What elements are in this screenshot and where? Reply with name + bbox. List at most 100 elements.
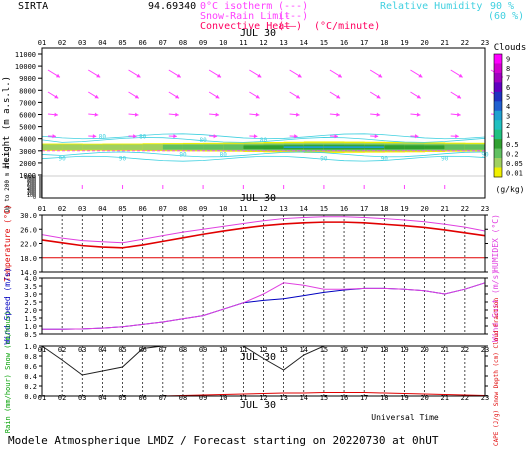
- p3-yticks: 4.03.53.02.52.01.51.00.5: [24, 275, 488, 339]
- cloud-cell: [324, 146, 345, 148]
- colorbar-swatch: [494, 139, 502, 149]
- colorbar-swatch: [494, 101, 502, 111]
- hour-tick-label: 19: [400, 205, 408, 213]
- hour-tick-label: 05: [118, 39, 126, 47]
- height-tick-label: 10000: [15, 63, 36, 71]
- height-tick-label: 5000: [19, 124, 36, 132]
- hour-tick-label: 13: [279, 205, 287, 213]
- ytick-label: 0.2: [24, 383, 37, 391]
- hour-tick-label: 05: [118, 205, 126, 213]
- hour-tick-label: 15: [320, 39, 328, 47]
- hour-tick-label: 14: [300, 39, 308, 47]
- hour-tick-label: 12: [259, 205, 267, 213]
- hour-tick-label: 11: [239, 39, 247, 47]
- hour-tick-label: 07: [159, 39, 167, 47]
- hour-tick-label: 08: [179, 39, 187, 47]
- hour-tick-label: 23: [481, 39, 489, 47]
- hour-tick-label: 01: [38, 39, 46, 47]
- cloud-cell: [404, 145, 425, 149]
- rh-contour-label: 80: [220, 151, 228, 158]
- hour-tick-label: 18: [380, 39, 388, 47]
- cloud-cell: [163, 145, 184, 150]
- cloud-cell: [183, 145, 204, 150]
- colorbar-swatch: [494, 111, 502, 121]
- cloud-cell: [425, 145, 446, 148]
- p1-plot-area: [42, 48, 485, 198]
- cloud-cell: [203, 145, 224, 150]
- cloud-cell: [102, 144, 123, 150]
- hour-tick-label: 16: [340, 205, 348, 213]
- ytick-label: 2.0: [24, 307, 37, 315]
- legend-convective-unit: (°C/minute): [314, 21, 380, 32]
- legend-rh: Relative Humidity: [380, 1, 482, 12]
- low-height-tick-label: 1000: [24, 175, 36, 181]
- colorbar-label: 5: [506, 94, 510, 102]
- legend-convective-mark: (——): [278, 21, 302, 32]
- cloud-cell: [384, 145, 405, 149]
- rh-contour-label: 90: [320, 156, 328, 163]
- hour-tick-label: 10: [219, 39, 227, 47]
- ytick-label: 2.5: [24, 299, 37, 307]
- hour-tick-label: 18: [380, 205, 388, 213]
- colorbar-label: 0.05: [506, 160, 523, 168]
- ytick-label: 1.0: [24, 323, 37, 331]
- cloud-cell: [284, 146, 305, 148]
- ytick-label: 0.0: [24, 393, 37, 401]
- hour-tick-label: 14: [300, 205, 308, 213]
- ytick-label: 0.5: [24, 331, 37, 339]
- height-tick-label: 2000: [19, 160, 36, 168]
- hour-tick-label: 03: [78, 39, 86, 47]
- height-tick-label: 11000: [15, 51, 36, 59]
- height-tick-label: 4000: [19, 136, 36, 144]
- hour-tick-label: 22: [461, 39, 469, 47]
- p4-ylabel: Rain (mm/hour) Snow (cm/hour): [4, 311, 12, 433]
- p1-ylabel-lower: Up to 200 m a.s.l.: [4, 147, 11, 212]
- ytick-label: 3.5: [24, 283, 37, 291]
- colorbar-swatch: [494, 149, 502, 159]
- hour-tick-label: 21: [441, 39, 449, 47]
- rh-contour-label: 80: [260, 137, 268, 144]
- cloud-cell: [264, 145, 285, 149]
- colorbar-swatch: [494, 73, 502, 83]
- ytick-label: 0.4: [24, 373, 37, 381]
- hour-tick-label: 04: [98, 205, 106, 213]
- colorbar-label: 0.2: [506, 150, 519, 158]
- hour-tick-label: 06: [138, 205, 146, 213]
- ytick-label: 18.0: [20, 255, 37, 263]
- hour-tick-label: 16: [340, 39, 348, 47]
- colorbar-title: Clouds: [494, 43, 527, 53]
- colorbar-swatch: [494, 82, 502, 92]
- colorbar-swatch: [494, 63, 502, 73]
- colorbar-label: 0.5: [506, 141, 519, 149]
- wind-panel: 4.03.53.02.52.01.51.00.5 Wind Speed (m/s…: [3, 267, 500, 344]
- height-tick-label: 9000: [19, 75, 36, 83]
- ytick-label: 30.0: [20, 212, 37, 220]
- cloud-cell: [42, 144, 63, 150]
- rh-contour-label: 90: [59, 156, 67, 163]
- height-tick-label: 8000: [19, 87, 36, 95]
- rh-contour-label: 80: [139, 133, 147, 140]
- p1-date-label: JUL 30: [240, 28, 276, 39]
- universal-time-label: Universal Time: [371, 413, 439, 422]
- hour-tick-label: 17: [360, 205, 368, 213]
- hour-tick-label: 09: [199, 39, 207, 47]
- hour-tick-label: 02: [58, 39, 66, 47]
- hour-tick-label: 21: [441, 205, 449, 213]
- colorbar-swatch: [494, 120, 502, 130]
- rh-contour-label: 90: [441, 156, 449, 163]
- colorbar-swatch: [494, 92, 502, 102]
- colorbar-label: 0.01: [506, 169, 523, 177]
- rh-contour-label: 80: [199, 137, 207, 144]
- colorbar-swatch: [494, 130, 502, 140]
- ytick-label: 1.0: [24, 343, 37, 351]
- colorbar-label: 9: [506, 56, 510, 64]
- legend-rh-60: (60 %): [488, 11, 524, 22]
- colorbar-swatch: [494, 168, 502, 178]
- p2-date-label: JUL 30: [240, 193, 276, 204]
- colorbar-label: 7: [506, 75, 510, 83]
